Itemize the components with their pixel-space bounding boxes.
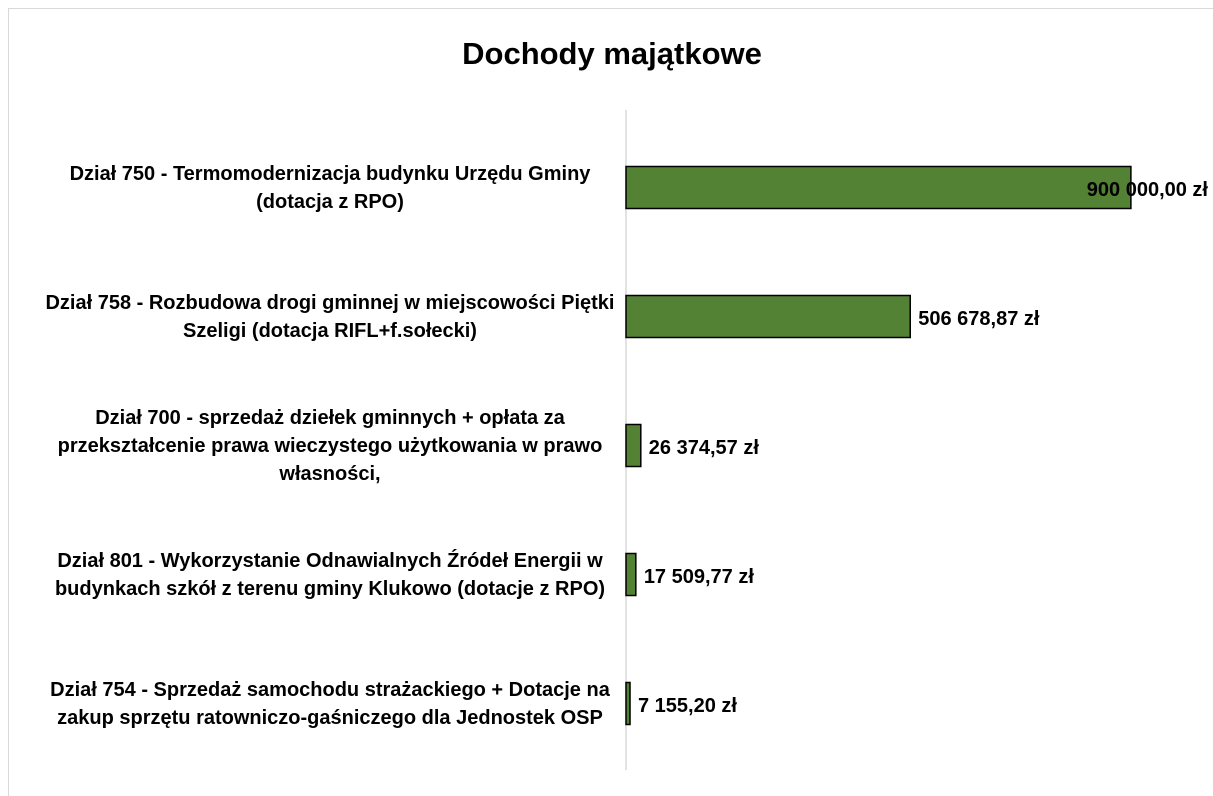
category-label: Dział 700 - sprzedaż dziełek gminnych + …: [57, 406, 603, 485]
bar: [625, 423, 642, 468]
category-label: Dział 750 - Termomodernizacja budynku Ur…: [69, 162, 591, 213]
bar: [625, 165, 1132, 210]
category-label: Dział 801 - Wykorzystanie Odnawialnych Ź…: [54, 549, 606, 600]
bar: [625, 552, 637, 597]
category-label: Dział 758 - Rozbudowa drogi gminnej w mi…: [45, 291, 615, 342]
value-label: 900 000,00 zł: [1087, 179, 1209, 201]
category-label: Dział 754 - Sprzedaż samochodu strażacki…: [50, 678, 610, 729]
chart-border: [8, 8, 1213, 796]
value-label: 506 678,87 zł: [918, 308, 1040, 330]
value-label: 26 374,57 zł: [649, 437, 760, 459]
chart-title: Dochody majątkowe: [462, 36, 762, 71]
bar: [625, 294, 911, 339]
value-label: 7 155,20 zł: [638, 695, 737, 717]
value-label: 17 509,77 zł: [644, 566, 755, 588]
bar: [625, 681, 631, 726]
